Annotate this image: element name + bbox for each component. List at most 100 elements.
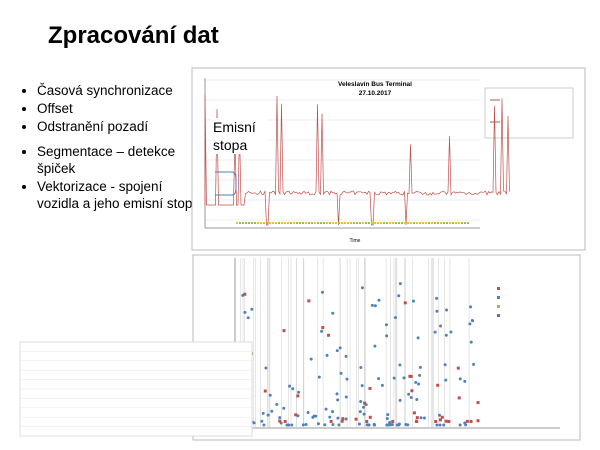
marker: [332, 222, 334, 224]
dot: [325, 353, 329, 357]
bullet: Segmentace – detekce špiček: [37, 143, 202, 177]
dot: [370, 303, 374, 307]
dot: [282, 406, 286, 410]
dot: [339, 371, 343, 375]
marker: [440, 222, 442, 224]
marker: [443, 222, 445, 224]
dot: [373, 344, 377, 348]
dot: [358, 410, 362, 414]
dot: [359, 365, 363, 369]
marker: [278, 222, 280, 224]
dot: [397, 423, 401, 427]
bullet: Časová synchronizace: [37, 82, 202, 99]
square: [444, 419, 448, 423]
dot: [360, 384, 364, 388]
square: [415, 416, 419, 420]
dot: [336, 398, 340, 402]
dot: [344, 395, 348, 399]
dot: [361, 405, 365, 409]
dot: [398, 363, 402, 367]
dot: [309, 357, 313, 361]
marker: [416, 222, 418, 224]
dot: [397, 294, 401, 298]
dot: [419, 416, 423, 420]
square: [410, 389, 414, 393]
marker: [290, 222, 292, 224]
square: [391, 419, 395, 423]
chart2-plot: [234, 258, 560, 429]
square: [469, 419, 473, 423]
square: [354, 417, 358, 421]
dot: [416, 336, 420, 340]
marker: [458, 222, 460, 224]
marker: [281, 222, 283, 224]
square: [457, 396, 461, 400]
marker: [449, 222, 451, 224]
marker: [260, 222, 262, 224]
dot: [320, 290, 324, 294]
dot: [362, 412, 366, 416]
marker: [248, 222, 250, 224]
marker: [275, 222, 277, 224]
square: [307, 299, 311, 303]
marker: [365, 222, 367, 224]
dot: [338, 346, 342, 350]
dot: [261, 411, 265, 415]
bullet: Vektorizace - spojení vozidla a jeho emi…: [37, 178, 202, 212]
dot: [444, 333, 448, 337]
dot: [438, 423, 442, 427]
square: [365, 419, 369, 423]
bullet: Odstranění pozadí: [37, 118, 202, 135]
dot: [291, 387, 295, 391]
marker: [437, 222, 439, 224]
dot: [404, 423, 408, 427]
marker: [284, 222, 286, 224]
dot: [464, 423, 468, 427]
marker: [257, 222, 259, 224]
marker: [296, 222, 298, 224]
dot: [449, 330, 453, 334]
dot: [384, 323, 388, 327]
marker: [302, 222, 304, 224]
slide-title: Zpracování dat: [48, 22, 219, 49]
marker: [356, 222, 358, 224]
dot: [278, 416, 282, 420]
dot: [387, 423, 391, 427]
marker: [272, 222, 274, 224]
chart1-title: Veleslavín Bus Terminal: [338, 81, 412, 88]
dot: [372, 423, 376, 427]
marker: [410, 222, 412, 224]
dot: [359, 400, 363, 404]
dot: [337, 423, 341, 427]
marker: [431, 222, 433, 224]
marker: [401, 222, 403, 224]
dot: [357, 422, 361, 426]
dot: [385, 417, 389, 421]
square: [368, 415, 372, 419]
dot: [380, 383, 384, 387]
dot: [469, 305, 473, 309]
square: [327, 333, 331, 337]
square: [476, 401, 480, 405]
dot: [398, 282, 402, 286]
dot: [306, 411, 310, 415]
dot: [417, 382, 421, 386]
dot: [287, 423, 291, 427]
marker: [455, 222, 457, 224]
bullet-list: Časová synchronizace Offset Odstranění p…: [20, 82, 202, 213]
dot: [444, 378, 448, 382]
marker: [311, 222, 313, 224]
marker: [263, 222, 265, 224]
square: [263, 389, 267, 393]
marker: [269, 222, 271, 224]
dot: [442, 423, 446, 427]
dot: [328, 415, 332, 419]
dot: [288, 384, 292, 388]
dot: [264, 366, 268, 370]
marker: [350, 222, 352, 224]
dot: [385, 334, 389, 338]
dot: [250, 307, 254, 311]
marker: [374, 222, 376, 224]
dot: [458, 423, 462, 427]
